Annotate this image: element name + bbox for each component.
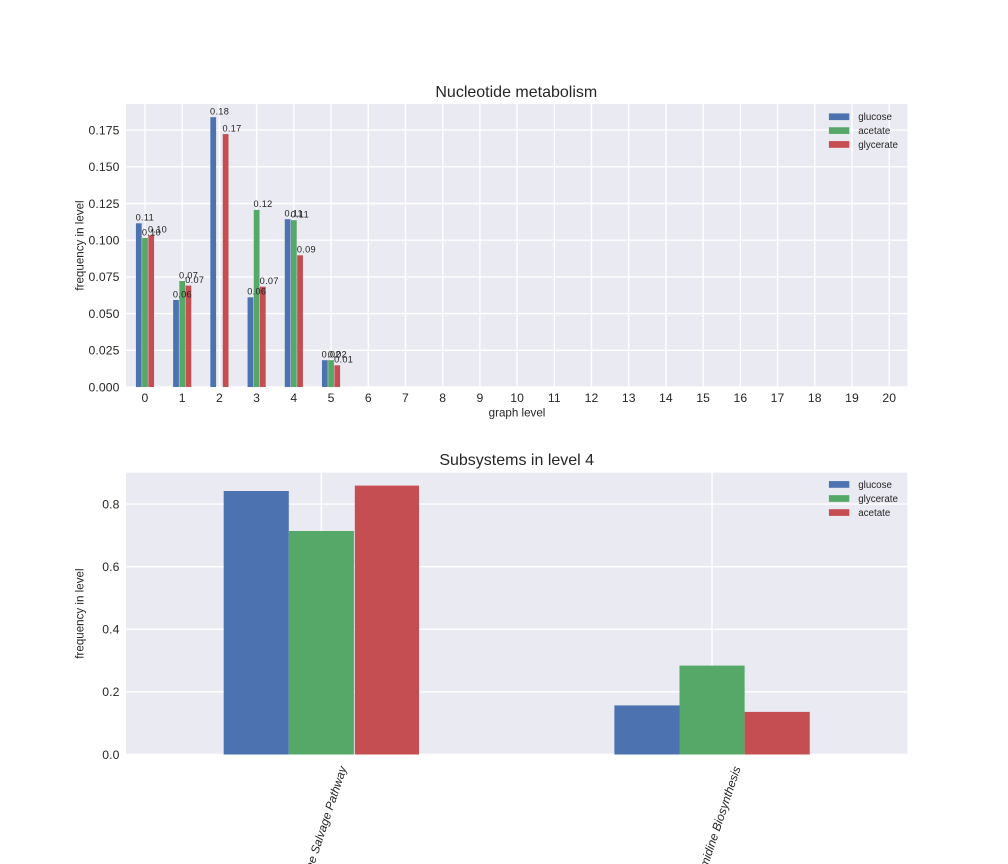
svg-text:0.02: 0.02 [328, 350, 347, 360]
svg-text:6: 6 [365, 391, 372, 405]
svg-text:10: 10 [510, 391, 524, 405]
svg-text:15: 15 [696, 391, 710, 405]
svg-text:7: 7 [402, 391, 409, 405]
svg-text:0.06: 0.06 [173, 289, 192, 299]
svg-text:2: 2 [216, 391, 223, 405]
svg-text:0.175: 0.175 [89, 123, 120, 137]
svg-text:acetate: acetate [858, 126, 891, 137]
svg-text:3: 3 [253, 391, 260, 405]
svg-text:0.075: 0.075 [89, 270, 120, 284]
svg-text:0.000: 0.000 [89, 380, 120, 394]
svg-text:20: 20 [882, 391, 896, 405]
svg-text:16: 16 [733, 391, 747, 405]
svg-text:5: 5 [328, 391, 335, 405]
svg-text:0.2: 0.2 [102, 685, 119, 699]
svg-text:0.10: 0.10 [142, 227, 161, 237]
svg-text:glucose: glucose [858, 480, 892, 491]
svg-text:glycerate: glycerate [858, 140, 898, 151]
svg-text:19: 19 [845, 391, 859, 405]
svg-text:17: 17 [771, 391, 785, 405]
svg-text:acetate: acetate [858, 508, 891, 519]
svg-text:13: 13 [622, 391, 636, 405]
svg-text:0.150: 0.150 [89, 160, 120, 174]
svg-text:0.050: 0.050 [89, 307, 120, 321]
svg-text:4: 4 [290, 391, 297, 405]
svg-text:11: 11 [548, 391, 561, 405]
svg-text:Nucleotide metabolism: Nucleotide metabolism [435, 84, 597, 101]
svg-text:glucose: glucose [858, 112, 892, 123]
svg-text:0.07: 0.07 [185, 275, 204, 285]
svg-text:0.18: 0.18 [210, 107, 229, 117]
svg-text:frequency in level: frequency in level [73, 568, 86, 658]
svg-text:1: 1 [179, 391, 186, 405]
svg-text:0.8: 0.8 [102, 497, 119, 511]
svg-text:9: 9 [476, 391, 483, 405]
svg-text:12: 12 [585, 391, 599, 405]
svg-text:0: 0 [142, 391, 149, 405]
svg-text:0.12: 0.12 [253, 199, 272, 209]
svg-text:Subsystems in level 4: Subsystems in level 4 [439, 452, 594, 469]
svg-text:glycerate: glycerate [858, 494, 898, 505]
svg-text:0.17: 0.17 [222, 123, 241, 133]
svg-text:0.6: 0.6 [102, 560, 119, 574]
svg-text:0.01: 0.01 [334, 355, 353, 365]
svg-text:0.11: 0.11 [136, 213, 154, 223]
svg-text:0.06: 0.06 [247, 287, 266, 297]
svg-text:0.025: 0.025 [89, 344, 120, 358]
svg-text:0.0: 0.0 [102, 748, 119, 762]
svg-text:0.100: 0.100 [89, 234, 120, 248]
svg-text:0.11: 0.11 [291, 210, 309, 220]
svg-text:18: 18 [808, 391, 822, 405]
svg-text:0.07: 0.07 [179, 270, 198, 280]
svg-text:0.07: 0.07 [260, 276, 279, 286]
svg-text:0.09: 0.09 [297, 245, 316, 255]
svg-text:0.10: 0.10 [148, 225, 167, 235]
svg-text:8: 8 [439, 391, 446, 405]
svg-text:14: 14 [659, 391, 673, 405]
svg-text:0.4: 0.4 [102, 623, 119, 637]
svg-text:frequency in level: frequency in level [73, 200, 86, 290]
svg-text:0.02: 0.02 [322, 350, 341, 360]
svg-text:0.11: 0.11 [284, 209, 302, 219]
svg-text:0.125: 0.125 [89, 197, 120, 211]
svg-text:graph level: graph level [489, 406, 546, 419]
